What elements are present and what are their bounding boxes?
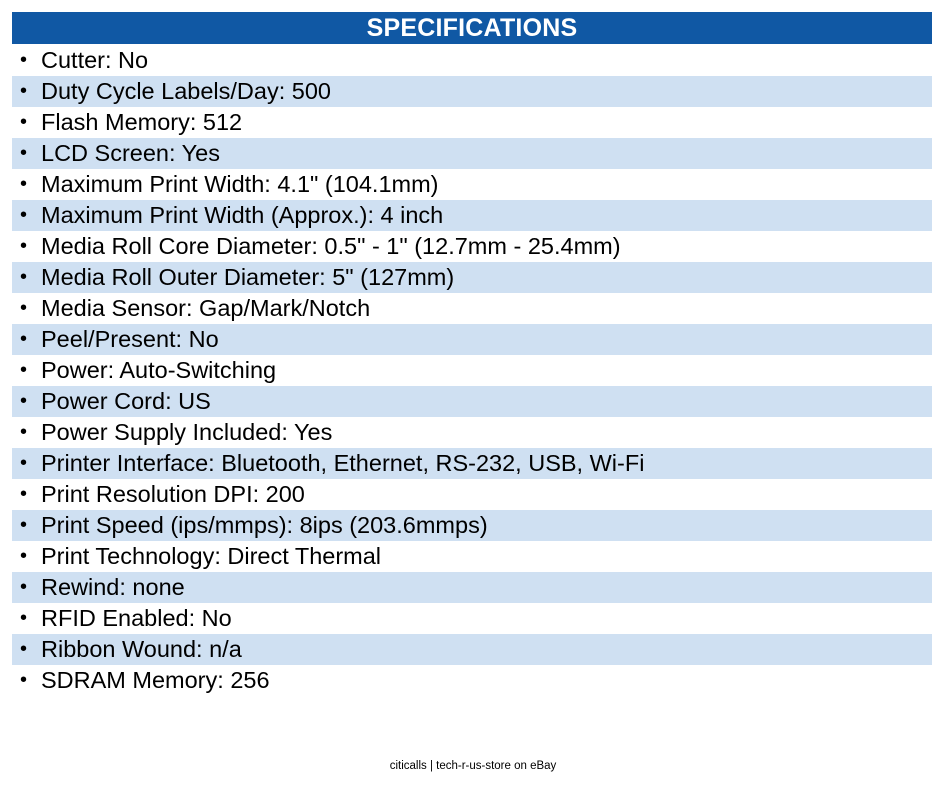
spec-item-text: Rewind: none [41, 574, 185, 600]
bullet-icon: • [20, 483, 28, 505]
spec-item: • Power Cord: US [12, 386, 932, 417]
bullet-icon: • [20, 266, 28, 288]
bullet-icon: • [20, 576, 28, 598]
spec-item: • Media Sensor: Gap/Mark/Notch [12, 293, 932, 324]
spec-item-text: Power Supply Included: Yes [41, 419, 333, 445]
spec-item-text: Maximum Print Width (Approx.): 4 inch [41, 202, 444, 228]
spec-item-text: Media Sensor: Gap/Mark/Notch [41, 295, 371, 321]
spec-item-text: Print Resolution DPI: 200 [41, 481, 305, 507]
bullet-icon: • [20, 421, 28, 443]
spec-item: • Duty Cycle Labels/Day: 500 [12, 76, 932, 107]
spec-item-text: RFID Enabled: No [41, 605, 232, 631]
bullet-icon: • [20, 607, 28, 629]
spec-item-text: Media Roll Core Diameter: 0.5" - 1" (12.… [41, 233, 621, 259]
bullet-icon: • [20, 49, 28, 71]
bullet-icon: • [20, 204, 28, 226]
spec-item-text: Print Speed (ips/mmps): 8ips (203.6mmps) [41, 512, 488, 538]
spec-item: • Power Supply Included: Yes [12, 417, 932, 448]
spec-item: • RFID Enabled: No [12, 603, 932, 634]
spec-item-text: Flash Memory: 512 [41, 109, 243, 135]
bullet-icon: • [20, 545, 28, 567]
spec-item-text: Power: Auto-Switching [41, 357, 277, 383]
spec-item: • Power: Auto-Switching [12, 355, 932, 386]
spec-item-text: Duty Cycle Labels/Day: 500 [41, 78, 331, 104]
spec-item-text: Power Cord: US [41, 388, 211, 414]
bullet-icon: • [20, 328, 28, 350]
bullet-icon: • [20, 80, 28, 102]
spec-item: • SDRAM Memory: 256 [12, 665, 932, 696]
spec-item-text: Maximum Print Width: 4.1" (104.1mm) [41, 171, 439, 197]
spec-item: • Maximum Print Width: 4.1" (104.1mm) [12, 169, 932, 200]
spec-item: • Media Roll Outer Diameter: 5" (127mm) [12, 262, 932, 293]
bullet-icon: • [20, 390, 28, 412]
bullet-icon: • [20, 173, 28, 195]
spec-item: • Flash Memory: 512 [12, 107, 932, 138]
spec-item: • Rewind: none [12, 572, 932, 603]
bullet-icon: • [20, 297, 28, 319]
bullet-icon: • [20, 514, 28, 536]
spec-item: • Ribbon Wound: n/a [12, 634, 932, 665]
bullet-icon: • [20, 111, 28, 133]
bullet-icon: • [20, 142, 28, 164]
spec-item: • Peel/Present: No [12, 324, 932, 355]
spec-item: • Print Speed (ips/mmps): 8ips (203.6mmps… [12, 510, 932, 541]
specifications-header: SPECIFICATIONS [12, 12, 932, 44]
spec-item-text: Cutter: No [41, 47, 149, 73]
spec-item-text: LCD Screen: Yes [41, 140, 220, 166]
spec-item: • Print Technology: Direct Thermal [12, 541, 932, 572]
spec-item-text: Media Roll Outer Diameter: 5" (127mm) [41, 264, 455, 290]
spec-item: • Cutter: No [12, 45, 932, 76]
spec-item-text: Printer Interface: Bluetooth, Ethernet, … [41, 450, 645, 476]
bullet-icon: • [20, 669, 28, 691]
bullet-icon: • [20, 359, 28, 381]
bullet-icon: • [20, 235, 28, 257]
bullet-icon: • [20, 452, 28, 474]
spec-item: • Maximum Print Width (Approx.): 4 inch [12, 200, 932, 231]
spec-item: • Print Resolution DPI: 200 [12, 479, 932, 510]
spec-item-text: Peel/Present: No [41, 326, 219, 352]
bullet-icon: • [20, 638, 28, 660]
spec-item: • LCD Screen: Yes [12, 138, 932, 169]
spec-item-text: Print Technology: Direct Thermal [41, 543, 382, 569]
spec-list: • Cutter: No • Duty Cycle Labels/Day: 500 … [12, 45, 932, 696]
spec-item: • Media Roll Core Diameter: 0.5" - 1" (12… [12, 231, 932, 262]
spec-item-text: Ribbon Wound: n/a [41, 636, 242, 662]
spec-item: • Printer Interface: Bluetooth, Ethernet,… [12, 448, 932, 479]
footer-credit: citicalls | tech-r-us-store on eBay [389, 760, 557, 772]
spec-item-text: SDRAM Memory: 256 [41, 667, 270, 693]
